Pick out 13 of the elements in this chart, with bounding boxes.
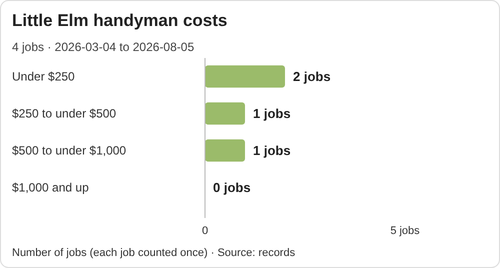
data-label: 1 jobs: [253, 143, 291, 158]
data-label: 1 jobs: [253, 106, 291, 122]
x-tick-label: 5 jobs: [390, 225, 420, 237]
y-tick-label: Under $250: [12, 70, 76, 84]
y-tick-label: $250 to under $500: [12, 106, 116, 121]
data-label: 2 jobs: [293, 69, 331, 84]
chart-title: Little Elm handyman costs: [12, 11, 228, 30]
text: 4 jobs · 2026-03-04 to 2026-08-05: [12, 40, 194, 54]
y-tick-label: $1,000 and up: [12, 180, 90, 195]
text: Number of jobs (each job counted once) · Source: records: [12, 247, 296, 259]
x-tick-label: 0: [202, 225, 208, 237]
y-tick-label: $500 to under $1,000: [12, 144, 126, 158]
data-label: 0 jobs: [213, 180, 251, 196]
